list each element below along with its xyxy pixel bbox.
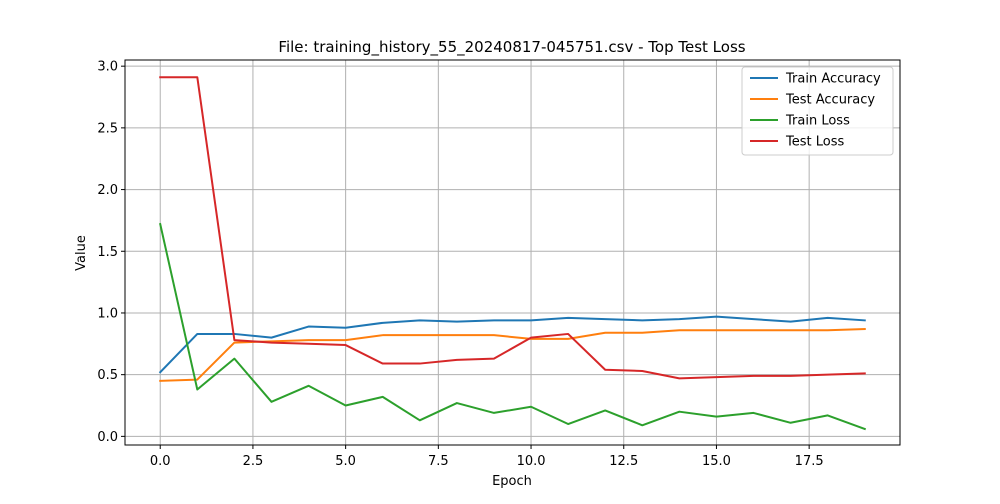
x-tick-label: 17.5 xyxy=(795,454,824,469)
series-line-test-loss xyxy=(159,76,866,380)
legend-entry-train-accuracy: Train Accuracy xyxy=(785,72,881,87)
x-tick-label: 10.0 xyxy=(517,454,546,469)
y-axis-ticks: 0.0 0.5 1.0 1.5 2.0 2.5 3.0 xyxy=(97,60,125,445)
y-tick-label: 0.5 xyxy=(97,368,118,383)
legend-box xyxy=(741,66,894,156)
y-tick-label: 1.0 xyxy=(97,306,118,321)
x-axis-label: Epoch xyxy=(492,474,532,489)
plot-frame xyxy=(124,59,901,446)
y-tick-label: 2.5 xyxy=(97,121,118,136)
y-tick-label: 0.0 xyxy=(97,430,118,445)
chart-title: File: training_history_55_20240817-04575… xyxy=(278,38,745,57)
x-tick-label: 15.0 xyxy=(702,454,731,469)
plot-series xyxy=(158,76,867,431)
legend: Train Accuracy Test Accuracy Train Loss Tes… xyxy=(741,66,894,156)
y-tick-label: 2.0 xyxy=(97,183,118,198)
x-tick-label: 2.5 xyxy=(243,454,264,469)
x-tick-label: 0.0 xyxy=(150,454,171,469)
x-tick-label: 7.5 xyxy=(428,454,449,469)
series-line-train-loss xyxy=(159,222,867,431)
series-line-test-accuracy xyxy=(159,327,866,382)
x-tick-label: 12.5 xyxy=(609,454,638,469)
legend-entry-test-loss: Test Loss xyxy=(785,135,844,150)
y-tick-label: 3.0 xyxy=(97,60,118,75)
x-axis-ticks: 0.0 2.5 5.0 7.5 10.0 12.5 15.0 17.5 xyxy=(150,445,824,469)
legend-entry-train-loss: Train Loss xyxy=(785,114,850,129)
x-tick-label: 5.0 xyxy=(335,454,356,469)
y-axis-label: Value xyxy=(74,235,89,271)
legend-entry-test-accuracy: Test Accuracy xyxy=(785,93,875,108)
series-line-train-accuracy xyxy=(158,315,866,374)
y-tick-label: 1.5 xyxy=(97,245,118,260)
